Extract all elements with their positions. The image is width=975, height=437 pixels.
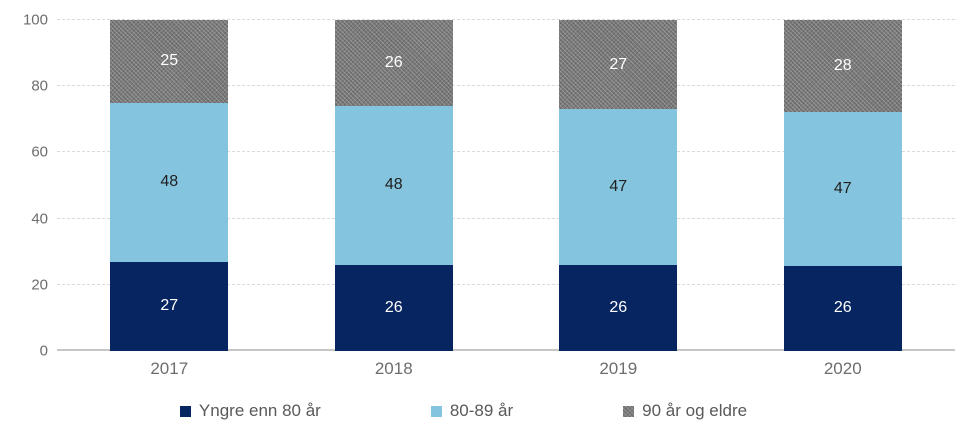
y-tick-label: 100 xyxy=(22,11,48,29)
bar-segment: 48 xyxy=(334,106,453,265)
x-tick-label: 2018 xyxy=(374,359,413,378)
legend-marker-icon xyxy=(179,405,191,417)
bar-segment: 28 xyxy=(783,20,902,112)
x-axis: 2017 2018 2019 2020 xyxy=(57,359,955,379)
bar-value-label: 27 xyxy=(160,297,179,315)
bar-segment: 25 xyxy=(110,20,229,103)
bar-band-2019: 27 47 26 xyxy=(506,20,731,351)
bar-value-label: 47 xyxy=(609,178,628,196)
bar-value-label: 47 xyxy=(833,179,852,197)
bar-segment: 47 xyxy=(783,111,902,266)
bar-segment: 27 xyxy=(110,261,229,351)
legend-item: Yngre enn 80 år xyxy=(179,401,321,421)
x-tick-label: 2017 xyxy=(150,359,189,378)
bar-value-label: 48 xyxy=(384,176,403,194)
legend: Yngre enn 80 år 80-89 år 90 år og eldre xyxy=(0,401,951,421)
bar-segment: 27 xyxy=(559,20,678,110)
y-axis: 0 20 40 60 80 100 xyxy=(0,13,48,359)
plot-area: 25 48 27 26 48 26 27 47 26 28 47 26 xyxy=(57,19,955,351)
x-tick-label: 2020 xyxy=(823,359,862,378)
bar-band-2017: 25 48 27 xyxy=(57,20,282,351)
gridline xyxy=(57,19,955,20)
y-tick-label: 80 xyxy=(31,77,48,95)
legend-item: 90 år og eldre xyxy=(623,401,747,421)
bar-segment: 47 xyxy=(559,109,678,265)
bar-segment: 26 xyxy=(559,264,678,351)
bar-value-label: 26 xyxy=(833,299,852,317)
legend-marker-icon xyxy=(430,405,442,417)
y-tick-label: 0 xyxy=(39,342,48,360)
y-tick-label: 60 xyxy=(31,143,48,161)
bar-value-label: 27 xyxy=(609,55,628,73)
legend-marker-icon xyxy=(623,405,635,417)
legend-label: 90 år og eldre xyxy=(642,401,748,420)
bar-value-label: 48 xyxy=(160,173,179,191)
y-tick-label: 20 xyxy=(31,276,48,294)
bar-value-label: 26 xyxy=(384,298,403,316)
gridline xyxy=(57,217,955,219)
bars: 25 48 27 26 48 26 27 47 26 28 47 26 xyxy=(57,20,955,351)
legend-label: Yngre enn 80 år xyxy=(198,401,321,420)
bar-value-label: 26 xyxy=(384,54,403,72)
bar-value-label: 28 xyxy=(833,56,852,74)
bar-band-2018: 26 48 26 xyxy=(282,20,507,351)
bar-value-label: 26 xyxy=(609,298,628,316)
bar-segment: 26 xyxy=(334,264,453,351)
bar-segment: 26 xyxy=(334,20,453,107)
bar-band-2020: 28 47 26 xyxy=(731,20,956,351)
gridlines xyxy=(57,19,955,351)
bar-segment: 48 xyxy=(110,102,229,262)
stacked-bar-2018: 26 48 26 xyxy=(334,20,453,351)
x-axis-baseline xyxy=(57,349,955,351)
stacked-bar-2020: 28 47 26 xyxy=(783,20,902,351)
legend-label: 80-89 år xyxy=(449,401,514,420)
legend-item: 80-89 år xyxy=(430,401,514,421)
bar-segment: 26 xyxy=(783,265,902,351)
bar-value-label: 25 xyxy=(160,52,179,70)
gridline xyxy=(57,151,955,153)
stacked-bar-2019: 27 47 26 xyxy=(559,20,678,351)
x-tick-label: 2019 xyxy=(599,359,638,378)
stacked-bar-2017: 25 48 27 xyxy=(110,20,229,351)
gridline xyxy=(57,85,955,87)
gridline xyxy=(57,283,955,285)
y-tick-label: 40 xyxy=(31,210,48,228)
